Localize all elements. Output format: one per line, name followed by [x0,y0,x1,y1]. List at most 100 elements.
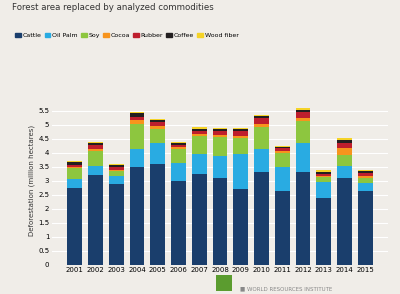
Bar [316,171,331,172]
Bar [358,178,373,183]
Bar [150,118,165,120]
Bar [212,129,228,131]
Bar [130,113,144,117]
Bar [109,171,124,176]
Bar [88,149,103,151]
Bar [109,183,124,265]
Bar [88,151,103,166]
Bar [150,164,165,265]
Bar [316,198,331,265]
Bar [254,127,269,149]
Bar [254,116,269,118]
Bar [296,172,310,265]
Bar [337,138,352,140]
Bar [192,174,207,265]
Bar [358,171,373,173]
Bar [171,149,186,163]
Bar [130,111,144,113]
Bar [150,128,165,143]
Bar [88,175,103,265]
Bar [88,145,103,149]
Bar [254,172,269,265]
Bar [337,155,352,166]
Bar [67,167,82,168]
Bar [171,145,186,147]
Bar [254,115,269,116]
Bar [192,134,207,136]
Bar [296,121,310,143]
Text: Forest area replaced by analyzed commodities: Forest area replaced by analyzed commodi… [12,3,214,12]
Bar [130,124,144,149]
Bar [316,172,331,173]
Bar [171,142,186,143]
Bar [88,143,103,145]
Bar [316,173,331,176]
Bar [316,182,331,198]
Bar [296,118,310,121]
Bar [171,147,186,149]
Bar [296,112,310,118]
Bar [67,168,82,179]
Bar [233,128,248,129]
Bar [67,161,82,162]
Bar [130,149,144,167]
Bar [212,156,228,178]
Bar [212,178,228,265]
Bar [358,176,373,178]
Bar [358,170,373,171]
Bar [171,143,186,145]
Bar [150,126,165,128]
Bar [88,142,103,143]
Bar [130,121,144,124]
Bar [192,154,207,174]
Bar [316,176,331,177]
Bar [150,122,165,126]
Legend: Cattle, Oil Palm, Soy, Cocoa, Rubber, Coffee, Wood fiber: Cattle, Oil Palm, Soy, Cocoa, Rubber, Co… [15,33,238,38]
Bar [275,148,290,151]
Bar [109,167,124,170]
Bar [296,110,310,112]
Bar [337,178,352,265]
Bar [296,108,310,110]
Bar [67,162,82,165]
Bar [130,167,144,265]
Bar [171,181,186,265]
Bar [171,163,186,181]
Bar [254,118,269,124]
Bar [192,131,207,134]
Bar [275,191,290,265]
Bar [358,183,373,191]
Bar [233,154,248,189]
Bar [233,136,248,138]
Bar [150,120,165,122]
Bar [275,146,290,147]
Bar [275,147,290,148]
Bar [67,188,82,265]
Bar [337,143,352,148]
Text: ■ WORLD RESOURCES INSTITUTE: ■ WORLD RESOURCES INSTITUTE [240,286,332,291]
Bar [192,128,207,131]
Bar [233,129,248,131]
Bar [337,140,352,143]
Bar [233,189,248,265]
Bar [109,176,124,183]
Bar [275,151,290,153]
Bar [109,165,124,167]
Bar [212,128,228,129]
Bar [254,149,269,172]
Bar [109,164,124,165]
Bar [233,138,248,154]
Bar [88,166,103,175]
Bar [296,143,310,172]
Bar [358,191,373,265]
Bar [254,124,269,127]
Bar [316,177,331,182]
Bar [337,148,352,155]
Y-axis label: Deforestation (million hectares): Deforestation (million hectares) [29,125,35,236]
Bar [130,116,144,121]
Bar [337,166,352,178]
Bar [192,136,207,154]
Bar [212,135,228,137]
Bar [358,173,373,176]
Bar [67,165,82,167]
